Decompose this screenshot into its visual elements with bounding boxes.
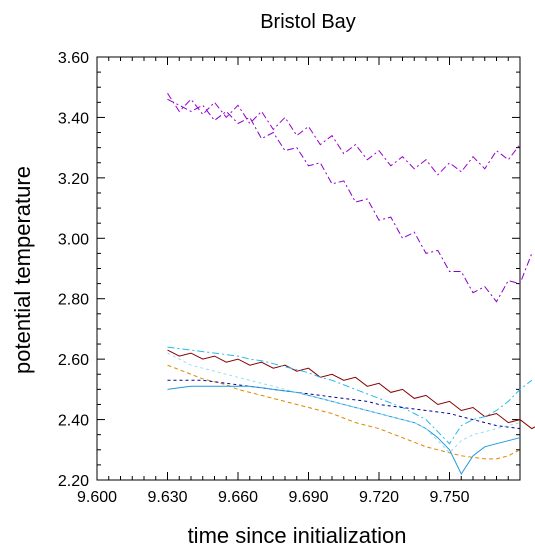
y-tick-label: 2.20 [58,473,89,490]
series-line-7 [167,352,521,454]
y-tick-label: 2.80 [58,292,89,309]
y-tick-label: 2.40 [58,413,89,430]
axis-ticks: 9.600 9.630 9.660 9.690 9.720 9.750 2.20 2.40 2.… [58,50,521,506]
series-line-0 [167,93,521,176]
series-line-6 [167,385,521,476]
series-line-3 [167,346,533,445]
y-axis-label: potential temperature [10,166,35,374]
series-line-4 [167,364,521,460]
y-tick-label: 3.00 [58,231,89,248]
y-tick-label: 2.60 [58,352,89,369]
y-tick-label: 3.40 [58,110,89,127]
series-line-1 [167,98,533,303]
x-tick-label: 9.600 [77,489,117,506]
series-line-5 [167,379,521,430]
plot-frame [96,56,521,481]
y-tick-label: 3.20 [58,171,89,188]
x-tick-label: 9.660 [218,489,258,506]
x-tick-label: 9.750 [429,489,469,506]
x-tick-label: 9.630 [147,489,187,506]
x-tick-label: 9.720 [359,489,399,506]
x-axis-label: time since initialization [188,523,407,548]
series-layer [167,93,535,476]
series-line-2 [167,349,535,430]
y-tick-label: 3.60 [58,50,89,67]
x-tick-label: 9.690 [288,489,328,506]
chart-title: Bristol Bay [260,11,356,33]
